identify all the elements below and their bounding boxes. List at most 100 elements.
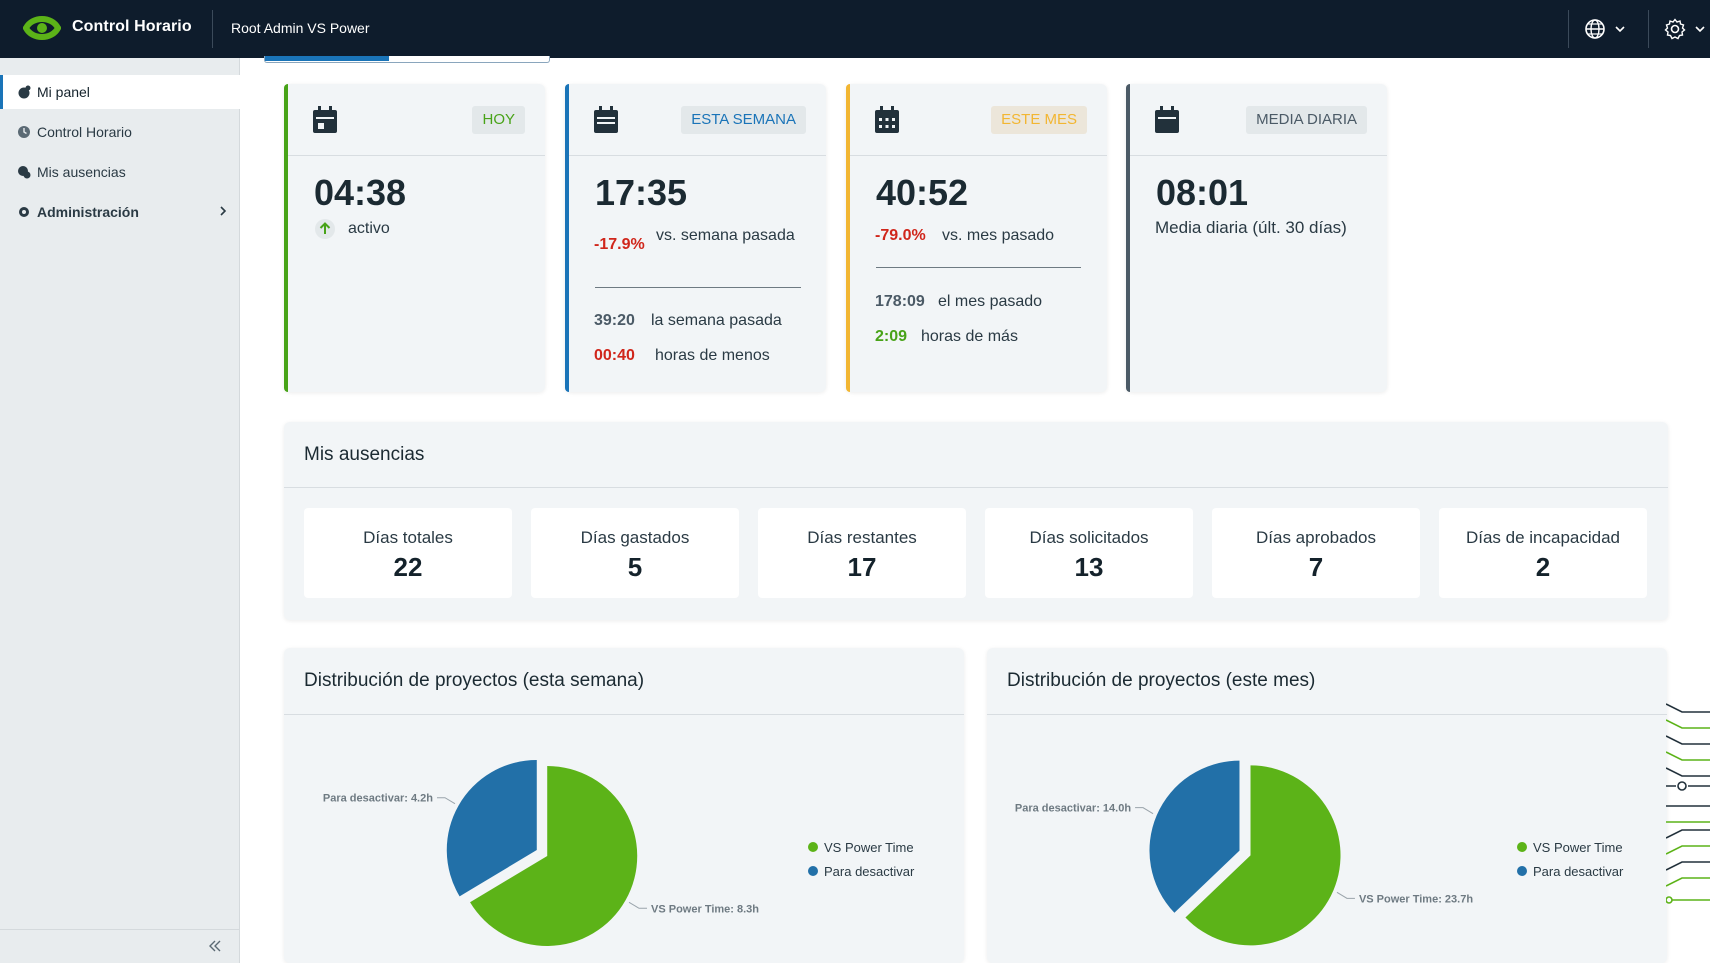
chevron-right-icon: [220, 206, 227, 216]
clock-icon: [18, 126, 30, 138]
pie-chart-month: VS Power Time: 23.7h Para desactivar: 14.…: [1015, 760, 1473, 946]
card-month: ESTE MES 40:52 -79.0% vs. mes pasado 178…: [846, 84, 1107, 392]
slice-label: Para desactivar: 14.0h: [1015, 803, 1131, 815]
sidebar-item-mi-panel[interactable]: Mi panel: [0, 75, 240, 109]
time-value: 17:35: [595, 172, 688, 213]
calendar-icon: [1155, 106, 1179, 133]
active-tab-indicator: [265, 56, 389, 61]
stat-dias-incapacidad: Días de incapacidad 2: [1439, 508, 1647, 598]
pie-slice-para-desactivar[interactable]: [446, 760, 537, 897]
stat-label: Días solicitados: [1029, 528, 1149, 547]
absences-panel: Mis ausencias: [284, 422, 1668, 620]
period-badge: MEDIA DIARIA: [1246, 106, 1367, 134]
header-divider: [212, 10, 213, 48]
calendar-icon: [594, 106, 618, 133]
divider: [850, 155, 1107, 156]
chart-panel-month: Distribución de proyectos (este mes) VS …: [987, 648, 1667, 963]
sidebar-item-administracion[interactable]: Administración: [0, 195, 240, 229]
sidebar-item-mis-ausencias[interactable]: Mis ausencias: [0, 155, 240, 189]
legend-label: Para desactivar: [1533, 863, 1624, 879]
time-value: 40:52: [876, 172, 969, 213]
card-accent-bar: [284, 84, 288, 392]
previous-value: 178:09: [875, 293, 925, 310]
stat-dias-solicitados: Días solicitados 13: [985, 508, 1193, 598]
header-divider: [1568, 10, 1569, 48]
calendar-icon: [313, 106, 337, 133]
slice-leader-line: [628, 901, 648, 909]
stat-value: 5: [627, 552, 643, 582]
divider: [1130, 155, 1387, 156]
chart-title: Distribución de proyectos (esta semana): [304, 670, 645, 691]
top-bar: Control Horario Root Admin VS Power: [0, 0, 1710, 58]
language-menu-button[interactable]: [1584, 14, 1626, 44]
gear-icon: [1664, 18, 1686, 40]
app-logo-icon[interactable]: [22, 10, 62, 46]
card-daily-average: MEDIA DIARIA 08:01 Media diaria (últ. 30…: [1126, 84, 1387, 392]
pie-chart-week: VS Power Time: 8.3h Para desactivar: 4.2h: [323, 760, 759, 946]
change-percent: -79.0%: [875, 227, 926, 244]
app-title[interactable]: Control Horario: [72, 18, 192, 35]
slice-leader-line: [1336, 891, 1355, 899]
panel-title: Mis ausencias: [304, 444, 425, 465]
stat-label: Días gastados: [580, 528, 690, 547]
difference-label: horas de más: [921, 328, 1018, 345]
globe-icon: [1585, 19, 1605, 39]
legend-swatch: [808, 842, 818, 852]
card-today: HOY 04:38 activo: [284, 84, 545, 392]
stat-label: Días de incapacidad: [1465, 528, 1621, 547]
pie-slice-vs-power-time[interactable]: [470, 765, 638, 946]
tenant-name: Root Admin VS Power: [231, 20, 370, 36]
calendar-icon: [875, 106, 899, 133]
chevron-down-icon: [1615, 26, 1625, 33]
legend-item[interactable]: VS Power Time: [808, 835, 914, 859]
stat-value: 22: [393, 552, 423, 582]
sidebar-item-control-horario[interactable]: Control Horario: [0, 115, 240, 149]
previous-value: 39:20: [594, 312, 635, 329]
average-label: Media diaria (últ. 30 días): [1155, 218, 1347, 237]
card-accent-bar: [565, 84, 569, 392]
card-accent-bar: [846, 84, 850, 392]
legend-item[interactable]: Para desactivar: [1517, 859, 1623, 883]
stat-value: 17: [847, 552, 877, 582]
previous-label: el mes pasado: [938, 293, 1043, 310]
change-percent: -17.9%: [594, 236, 645, 253]
slice-label: VS Power Time: 8.3h: [651, 903, 759, 915]
divider: [987, 714, 1667, 715]
legend-item[interactable]: Para desactivar: [808, 859, 914, 883]
slice-leader-line: [436, 797, 456, 805]
decorative-circuit-graphic: [1666, 703, 1710, 904]
change-label: vs. semana pasada: [656, 227, 795, 244]
difference-label: horas de menos: [655, 347, 770, 364]
legend-label: Para desactivar: [824, 863, 915, 879]
sidebar-item-label: Control Horario: [37, 124, 132, 140]
arrow-up-icon: [315, 219, 335, 239]
sidebar-item-label: Mi panel: [37, 84, 90, 100]
change-label: vs. mes pasado: [942, 227, 1055, 244]
divider: [569, 155, 826, 156]
stat-dias-restantes: Días restantes 17: [758, 508, 966, 598]
pie-slice-vs-power-time[interactable]: [1185, 765, 1341, 946]
legend-swatch: [808, 866, 818, 876]
settings-menu-button[interactable]: [1664, 14, 1706, 44]
stat-value: 7: [1308, 552, 1324, 582]
difference-value: 2:09: [875, 328, 908, 345]
header-divider: [1648, 10, 1649, 48]
legend-label: VS Power Time: [1533, 839, 1623, 855]
stat-value: 2: [1535, 552, 1551, 582]
chevron-down-icon: [1695, 26, 1705, 33]
chart-legend: VS Power Time Para desactivar: [808, 835, 914, 883]
difference-value: 00:40: [594, 347, 635, 364]
pie-slice-para-desactivar[interactable]: [1149, 760, 1240, 913]
divider: [284, 487, 1668, 488]
stat-value: 13: [1074, 552, 1104, 582]
period-badge: HOY: [472, 106, 525, 134]
stat-label: Días aprobados: [1255, 528, 1377, 547]
legend-label: VS Power Time: [824, 839, 914, 855]
chart-legend: VS Power Time Para desactivar: [1517, 835, 1623, 883]
collapse-sidebar-icon[interactable]: [206, 938, 222, 954]
stat-dias-aprobados: Días aprobados 7: [1212, 508, 1420, 598]
tab-strip[interactable]: [264, 56, 550, 63]
period-badge: ESTE MES: [991, 106, 1087, 134]
gear-icon: [19, 207, 29, 217]
legend-item[interactable]: VS Power Time: [1517, 835, 1623, 859]
